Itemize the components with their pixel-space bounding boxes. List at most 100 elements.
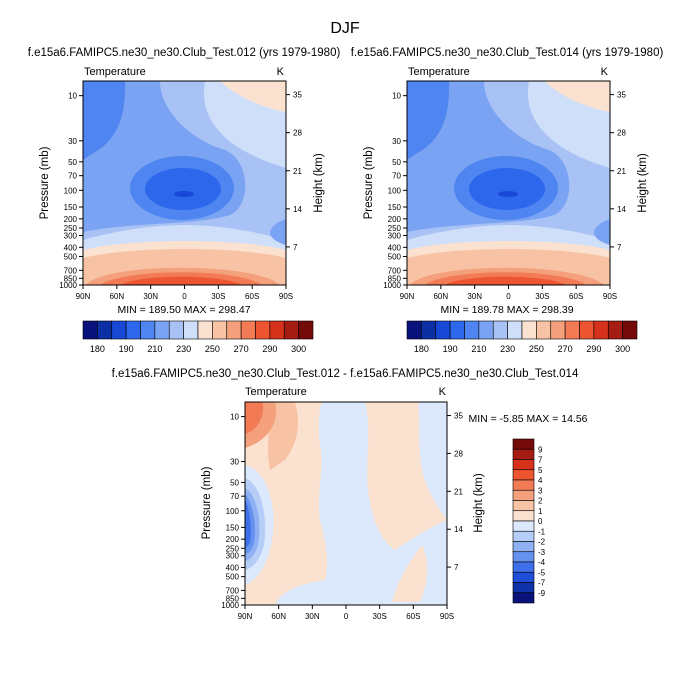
panel-2-y2-ticks: 35 28 21 14 7 <box>610 91 626 252</box>
y2-tick-label: 7 <box>617 243 622 252</box>
colorbar-swatch <box>183 320 199 340</box>
y-tick-label: 10 <box>392 92 401 101</box>
x-tick-label: 30S <box>211 292 225 301</box>
y-tick-label: 100 <box>64 186 78 195</box>
y2-tick-label: 14 <box>617 205 626 214</box>
y-tick-label: 50 <box>392 158 401 167</box>
panel-1-colorbar: 180 190 210 230 250 270 290 300 <box>82 320 314 354</box>
colorbar-label: 1 <box>538 507 543 516</box>
y-tick-label: 100 <box>388 186 402 195</box>
y2-tick-label: 35 <box>454 412 463 421</box>
colorbar-swatch <box>512 438 535 450</box>
panel-3-right-label: K <box>439 386 447 398</box>
colorbar-swatch <box>550 320 566 340</box>
y-tick-label: 300 <box>388 232 402 241</box>
panel-3-x-ticks: 90N 60N 30N 0 30S 60S 90S <box>238 605 454 621</box>
field-contour <box>145 168 221 210</box>
x-tick-label: 90S <box>440 612 454 621</box>
colorbar-label: -1 <box>538 527 546 536</box>
x-tick-label: 60N <box>271 612 286 621</box>
panel-2-field <box>407 81 610 285</box>
colorbar-swatch <box>464 320 480 340</box>
panel-1-field <box>83 81 286 285</box>
x-tick-label: 90S <box>279 292 293 301</box>
field-contour <box>407 81 450 160</box>
colorbar-label: -5 <box>538 568 546 577</box>
y-tick-label: 400 <box>388 243 402 252</box>
y-tick-label: 300 <box>226 552 240 561</box>
field-contour <box>220 81 286 112</box>
colorbar-label: 4 <box>538 476 543 485</box>
panel-3-stats: MIN = -5.85 MAX = 14.56 <box>468 413 587 425</box>
y2-tick-label: 21 <box>293 167 302 176</box>
panel-1-x-ticks: 90N 60N 30N 0 30S 60S 90S <box>76 285 293 301</box>
y-tick-label: 700 <box>388 266 402 275</box>
colorbar-swatch <box>512 582 535 594</box>
panel-3-y2-ticks: 35 28 21 14 7 <box>447 412 463 572</box>
colorbar-swatch <box>512 561 535 573</box>
colorbar-label: 250 <box>205 344 220 354</box>
y-tick-label: 500 <box>64 253 78 262</box>
x-tick-label: 30S <box>535 292 549 301</box>
panel-1-title: f.e15a6.FAMIPC5.ne30_ne30.Club_Test.012 … <box>28 47 341 59</box>
y-tick-label: 700 <box>226 586 240 595</box>
x-tick-label: 60S <box>569 292 583 301</box>
y2-tick-label: 21 <box>617 167 626 176</box>
y2-tick-label: 7 <box>293 243 298 252</box>
panel-3-title: f.e15a6.FAMIPC5.ne30_ne30.Club_Test.012 … <box>112 368 579 380</box>
colorbar-label: 290 <box>586 344 601 354</box>
x-tick-label: 30N <box>467 292 482 301</box>
colorbar-swatch <box>512 530 535 542</box>
panel-3-field <box>245 402 447 605</box>
y-tick-label: 200 <box>388 215 402 224</box>
panel-2-colorbar: 180 190 210 230 250 270 290 300 <box>406 320 638 354</box>
colorbar-swatch <box>521 320 537 340</box>
x-tick-label: 90N <box>400 292 415 301</box>
colorbar-label: 0 <box>538 517 543 526</box>
y-tick-label: 200 <box>64 215 78 224</box>
panel-3: f.e15a6.FAMIPC5.ne30_ne30.Club_Test.012 … <box>112 368 588 621</box>
x-tick-label: 60N <box>109 292 124 301</box>
colorbar-swatch <box>406 320 422 340</box>
figure-title: DJF <box>330 20 360 37</box>
y-tick-label: 150 <box>226 523 240 532</box>
colorbar-swatch <box>269 320 285 340</box>
y-tick-label: 400 <box>64 243 78 252</box>
colorbar-swatch <box>197 320 213 340</box>
x-tick-label: 0 <box>344 612 349 621</box>
y-tick-label: 70 <box>68 172 77 181</box>
y2-tick-label: 28 <box>293 129 302 138</box>
field-contour <box>270 219 286 245</box>
panel-2-title: f.e15a6.FAMIPC5.ne30_ne30.Club_Test.014 … <box>351 47 664 59</box>
colorbar-swatch <box>298 320 314 340</box>
colorbar-swatch <box>421 320 437 340</box>
panel-3-left-label: Temperature <box>245 386 307 398</box>
y2-tick-label: 14 <box>454 525 463 534</box>
y-tick-label: 30 <box>230 458 239 467</box>
y-tick-label: 250 <box>388 224 402 233</box>
panel-1: f.e15a6.FAMIPC5.ne30_ne30.Club_Test.012 … <box>28 47 341 354</box>
y2-tick-label: 14 <box>293 205 302 214</box>
colorbar-label: 250 <box>529 344 544 354</box>
y-tick-label: 1000 <box>383 281 401 290</box>
colorbar-swatch <box>111 320 127 340</box>
x-tick-label: 30N <box>143 292 158 301</box>
field-contour <box>444 276 566 285</box>
y-tick-label: 50 <box>230 478 239 487</box>
y-tick-label: 500 <box>388 253 402 262</box>
y-tick-label: 300 <box>64 232 78 241</box>
y-tick-label: 250 <box>64 224 78 233</box>
y2-tick-label: 28 <box>454 449 463 458</box>
colorbar-label: 180 <box>414 344 429 354</box>
colorbar-swatch <box>492 320 508 340</box>
x-tick-label: 60S <box>406 612 420 621</box>
y-tick-label: 30 <box>392 137 401 146</box>
colorbar-label: 210 <box>147 344 162 354</box>
x-tick-label: 90N <box>76 292 91 301</box>
panel-3-y2label: Height (km) <box>473 473 485 533</box>
colorbar-label: 230 <box>176 344 191 354</box>
y-tick-label: 700 <box>64 266 78 275</box>
